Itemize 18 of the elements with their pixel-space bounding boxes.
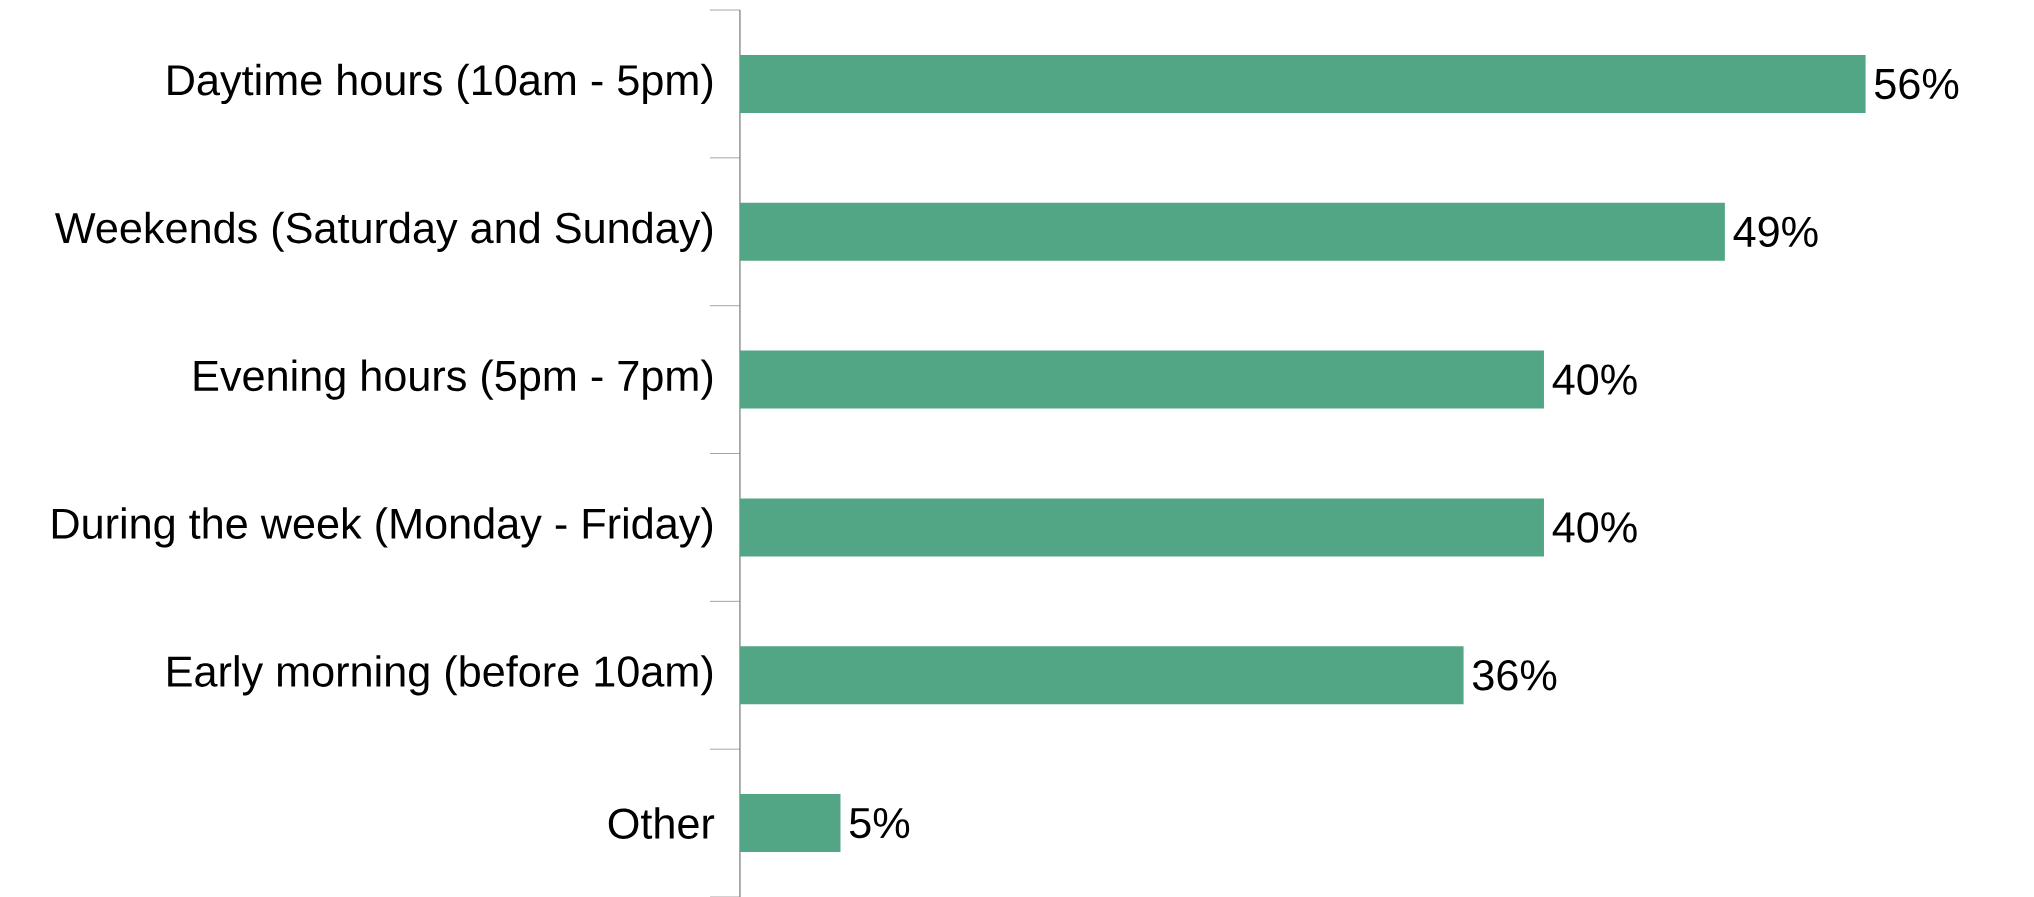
bar [740, 794, 841, 853]
data-label: 5% [849, 807, 910, 839]
y-tick-label: Other [608, 807, 715, 839]
bar [740, 54, 1866, 113]
y-tick-label: Early morning (before 10am) [168, 655, 713, 696]
data-label: 49% [1733, 216, 1818, 248]
data-label: 36% [1472, 659, 1557, 691]
data-label: 40% [1552, 364, 1637, 395]
bar [740, 350, 1544, 409]
bar [740, 646, 1464, 705]
bar [740, 202, 1725, 261]
data-label: 56% [1875, 68, 1959, 100]
y-tick-label: Evening hours (5pm - 7pm) [194, 359, 713, 400]
y-tick-label: Daytime hours (10am - 5pm) [168, 63, 713, 105]
bar [740, 498, 1544, 557]
y-tick-label: Weekends (Saturday and Sunday) [55, 211, 713, 252]
data-label: 40% [1552, 512, 1637, 543]
y-tick-label: During the week (Monday - Friday) [52, 507, 713, 548]
